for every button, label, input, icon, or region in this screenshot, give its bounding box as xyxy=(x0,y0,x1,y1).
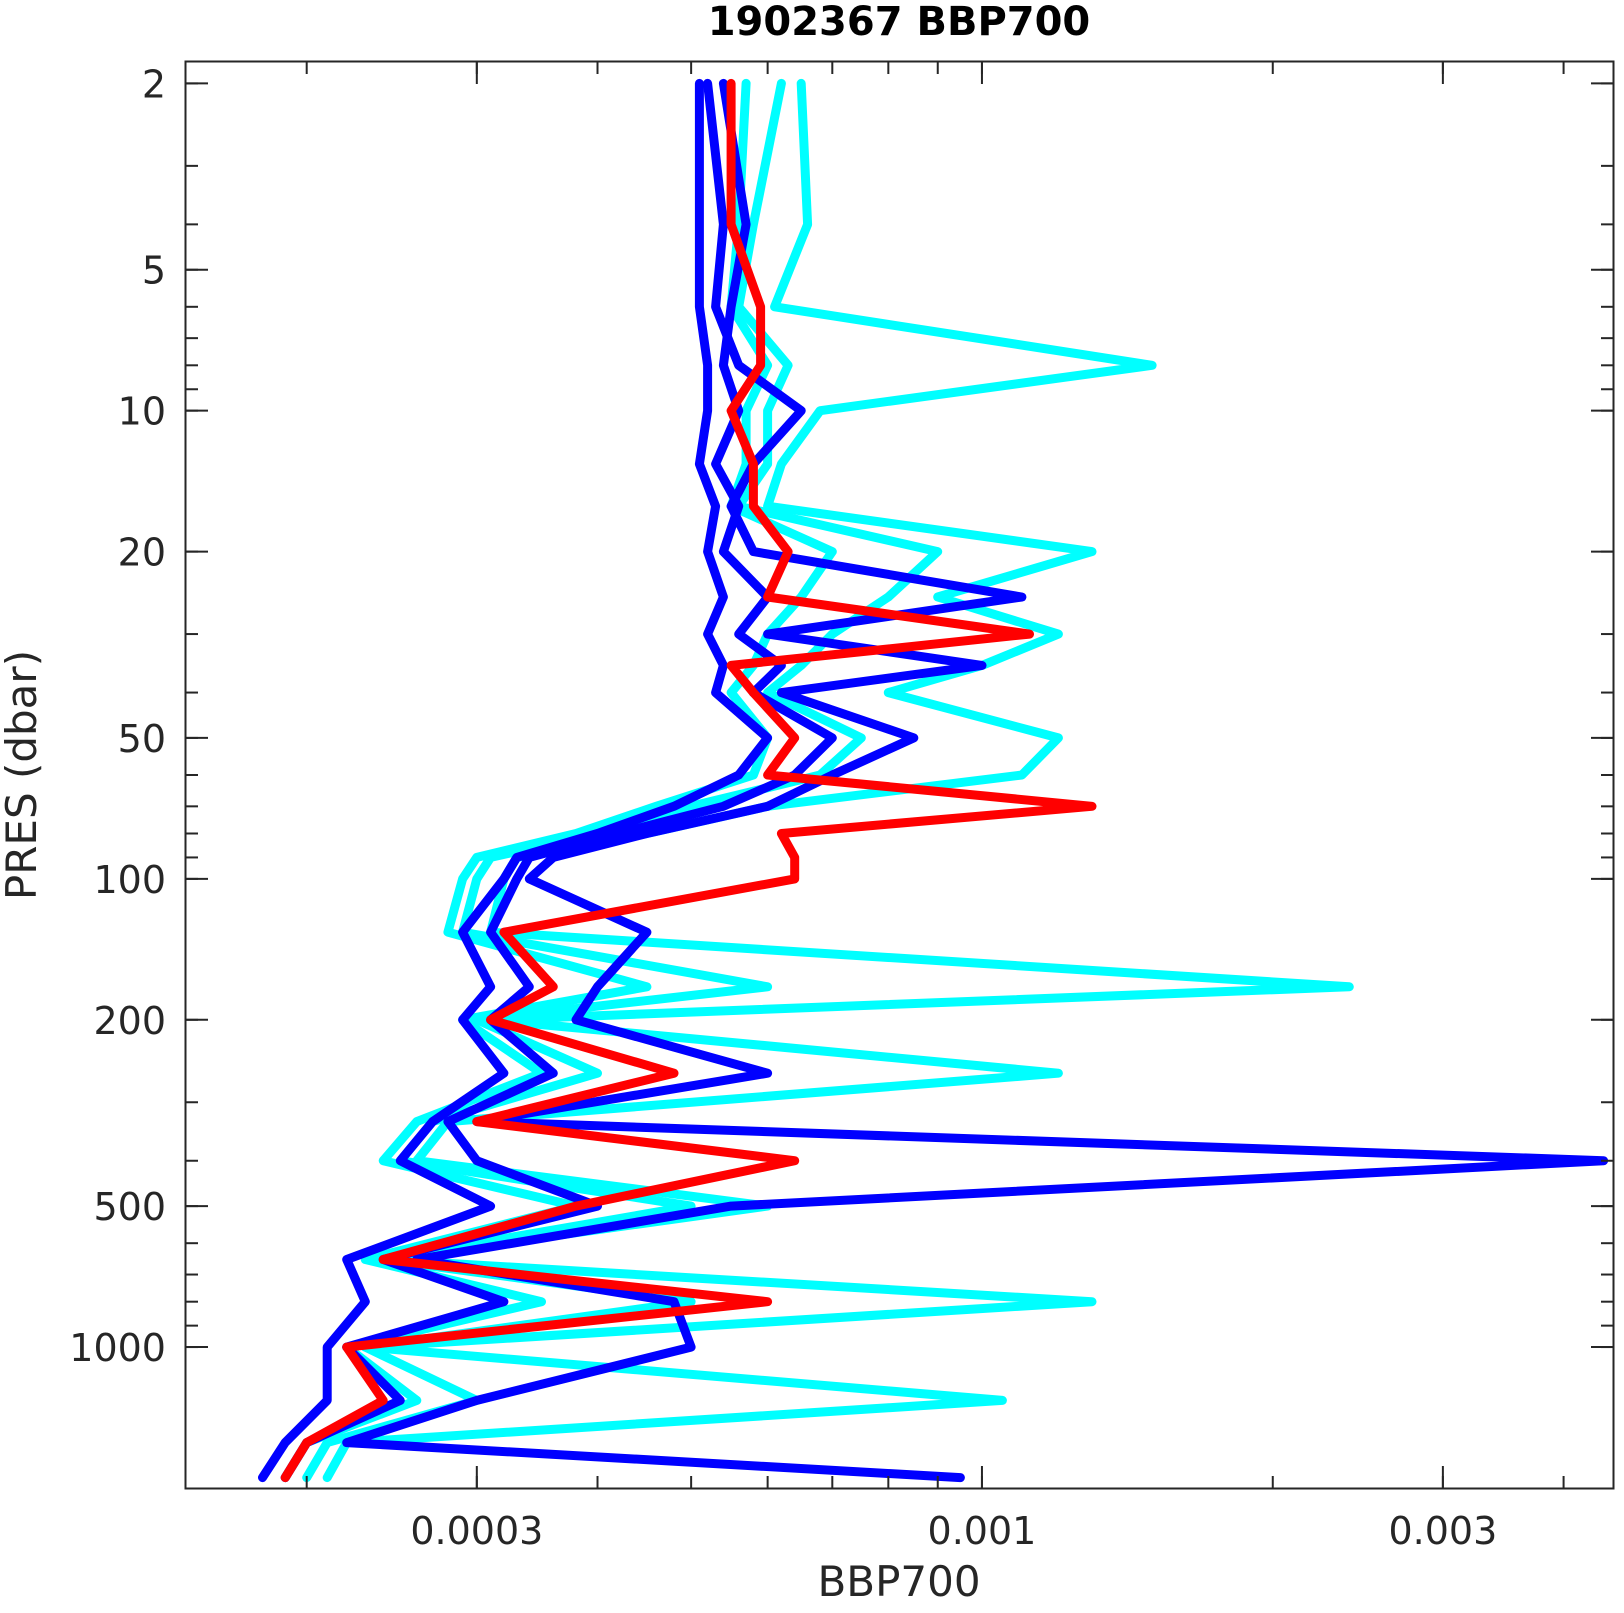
series-line-7 xyxy=(280,78,1097,1483)
y-tick-label: 50 xyxy=(118,717,166,761)
y-axis-label: PRES (dbar) xyxy=(0,650,46,900)
y-tick-label: 200 xyxy=(93,999,166,1043)
series-line-3 xyxy=(280,78,837,1483)
ticks-layer: 0.0003 0.001 0.003 2 5 10 20 50 100 200 500 1000 xyxy=(69,62,1613,1553)
x-tick-label: 0.0003 xyxy=(410,1509,543,1553)
x-tick-label: 0.001 xyxy=(928,1509,1037,1553)
x-tick-label: 0.003 xyxy=(1388,1509,1497,1553)
plot-area-frame xyxy=(184,60,1615,1490)
y-tick-label: 5 xyxy=(142,249,166,293)
series-layer xyxy=(258,78,1609,1483)
y-tick-label: 20 xyxy=(118,531,166,575)
chart-title: 1902367 BBP700 xyxy=(708,0,1091,45)
x-axis-label: BBP700 xyxy=(817,1557,980,1606)
y-tick-label: 100 xyxy=(93,858,166,902)
y-tick-label: 10 xyxy=(118,390,166,434)
y-tick-label: 500 xyxy=(93,1185,166,1229)
y-tick-label: 1000 xyxy=(69,1326,166,1370)
y-tick-label: 2 xyxy=(142,62,166,106)
series-line-4 xyxy=(258,78,773,1483)
